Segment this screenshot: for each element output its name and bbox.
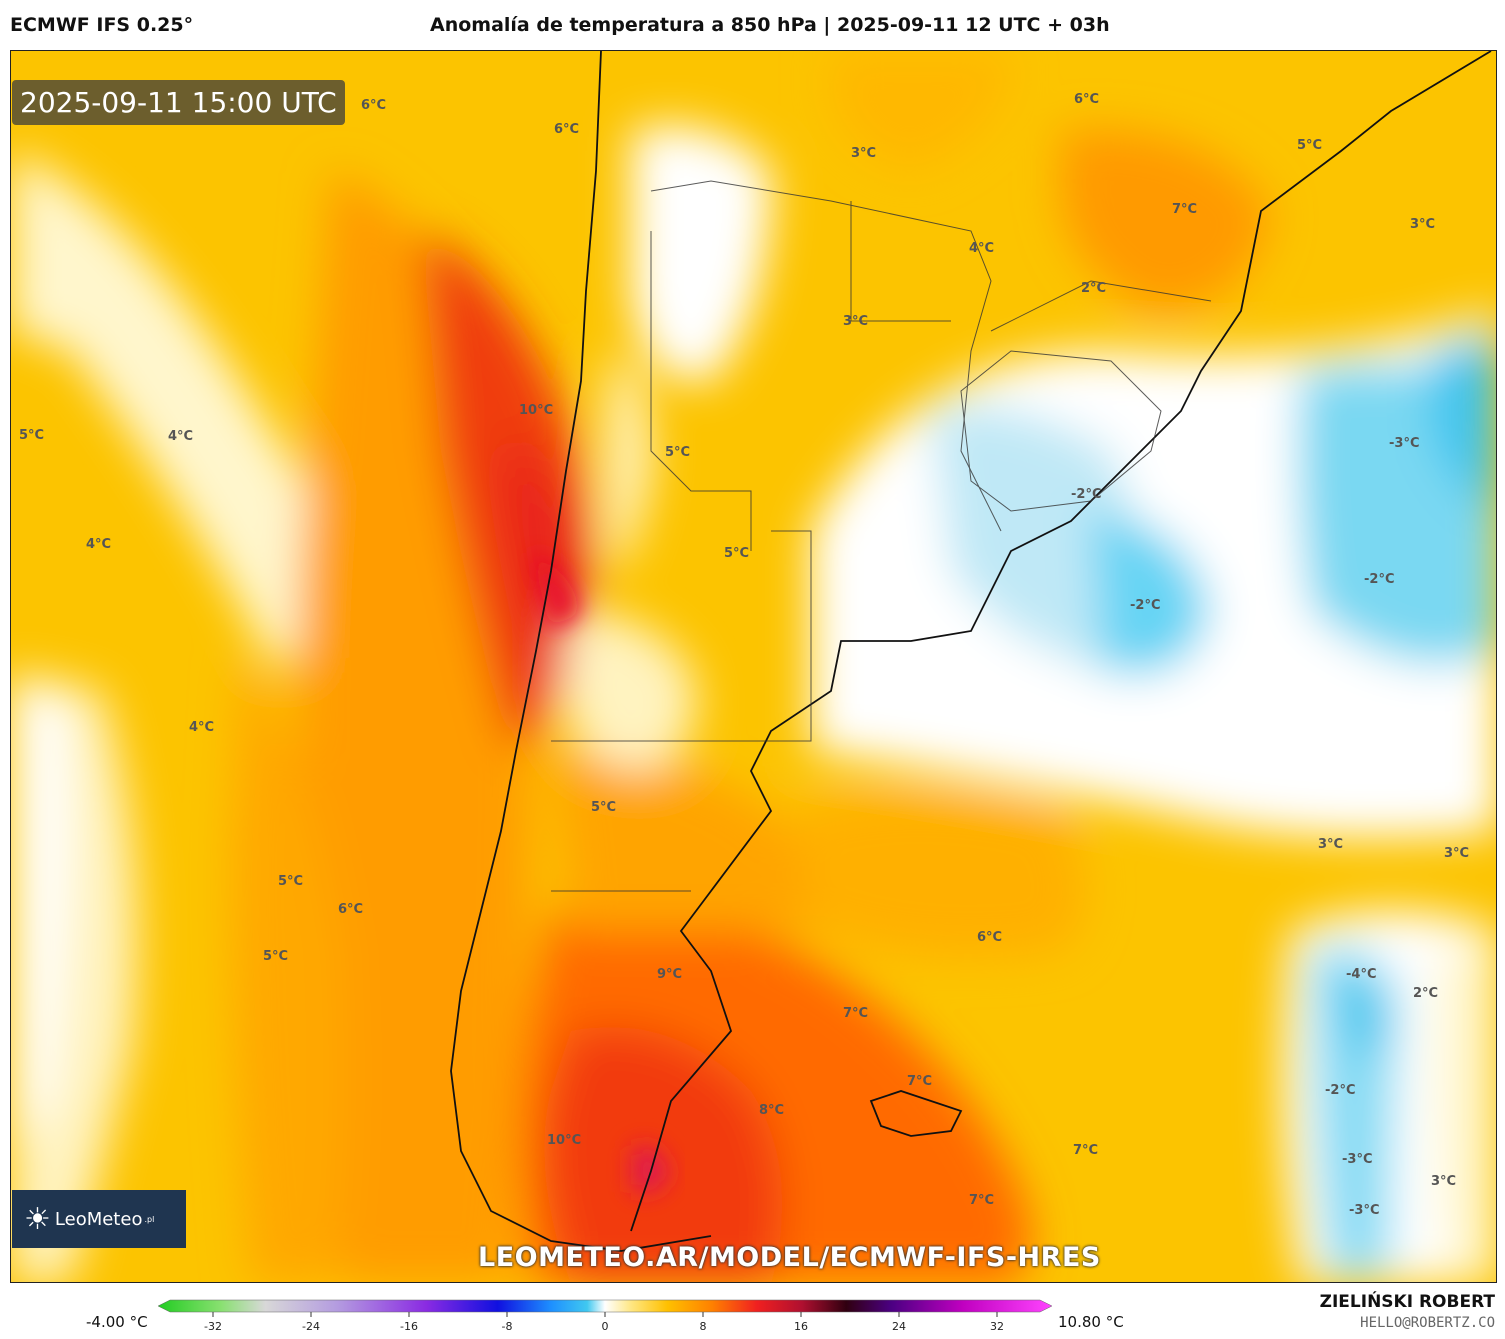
isotherm-label: 7°C — [1073, 1143, 1098, 1158]
colorbar-tick-label: -32 — [204, 1320, 222, 1333]
colorbar-tick-label: -8 — [502, 1320, 513, 1333]
isotherm-label: 2°C — [1413, 986, 1438, 1001]
anomaly-field-patch — [561, 611, 696, 771]
sun-icon: ☀ — [24, 1201, 51, 1237]
isotherm-label: 4°C — [86, 537, 111, 552]
isotherm-label: 3°C — [843, 314, 868, 329]
country-borders — [551, 180, 1212, 892]
isotherm-label: 3°C — [1444, 846, 1469, 861]
isotherm-label: -2°C — [1071, 487, 1101, 502]
anomaly-field-patch — [1341, 971, 1391, 1061]
isotherm-label: 6°C — [554, 122, 579, 137]
isotherm-label: 3°C — [1410, 217, 1435, 232]
anomaly-field-patch — [11, 681, 69, 1151]
coastline — [450, 51, 1492, 1252]
anomaly-field-patch — [551, 751, 816, 931]
anomaly-field-patch — [631, 126, 771, 382]
isotherm-label: 6°C — [361, 98, 386, 113]
colorbar-tick-label: 16 — [794, 1320, 808, 1333]
isotherm-label: 9°C — [657, 967, 682, 982]
model-name: ECMWF IFS 0.25° — [10, 14, 194, 36]
isotherm-label: 5°C — [278, 874, 303, 889]
anomaly-field-patch — [1061, 130, 1271, 311]
isotherm-label: 7°C — [969, 1193, 994, 1208]
anomaly-field-patch — [231, 651, 345, 1282]
valid-time-badge: 2025-09-11 15:00 UTC — [12, 80, 345, 125]
isotherm-label: 5°C — [591, 800, 616, 815]
isotherm-label: 5°C — [19, 428, 44, 443]
isotherm-label: -2°C — [1130, 598, 1160, 613]
isotherm-label: 5°C — [263, 949, 288, 964]
isotherm-label: 5°C — [1297, 138, 1322, 153]
author-email[interactable]: HELLO@ROBERTZ.CO — [1360, 1315, 1495, 1331]
isotherm-label: 7°C — [843, 1006, 868, 1021]
isotherm-label: 6°C — [977, 930, 1002, 945]
logo-text: LeoMeteo — [54, 1208, 143, 1230]
isotherm-label: 3°C — [851, 146, 876, 161]
isotherm-label: 6°C — [1074, 92, 1099, 107]
isotherm-label: 3°C — [1431, 1174, 1456, 1189]
temperature-anomaly-map[interactable]: 6°C 6°C 3°C 6°C 5°C 7°C 3°C 4°C 2°C 3°C … — [10, 50, 1497, 1283]
anomaly-field-patch — [831, 51, 1011, 171]
isotherm-label: 6°C — [338, 902, 363, 917]
colorbar-tick-label: -16 — [400, 1320, 418, 1333]
isotherm-label: -3°C — [1389, 436, 1419, 451]
colorbar-tick-label: 8 — [700, 1320, 707, 1333]
colorbar-max-label: 10.80 °C — [1058, 1313, 1124, 1331]
isotherm-label: 7°C — [1172, 202, 1197, 217]
isotherm-labels: 6°C 6°C 3°C 6°C 5°C 7°C 3°C 4°C 2°C 3°C … — [19, 92, 1469, 1218]
isotherm-label: 10°C — [519, 403, 553, 418]
isotherm-label: -3°C — [1342, 1152, 1372, 1167]
logo-suffix: .pl — [144, 1214, 155, 1224]
isotherm-label: 4°C — [969, 241, 994, 256]
colorbar-min-label: -4.00 °C — [86, 1313, 148, 1331]
author-credit: ZIELIŃSKI ROBERT — [1319, 1292, 1495, 1312]
isotherm-label: 8°C — [759, 1103, 784, 1118]
anomaly-field-patch — [1091, 511, 1211, 675]
url-watermark: LEOMETEO.AR/MODEL/ECMWF-IFS-HRES — [478, 1242, 1101, 1273]
colorbar-tick-label: -24 — [302, 1320, 320, 1333]
anomaly-field-patch — [606, 351, 651, 571]
isotherm-label: 10°C — [547, 1133, 581, 1148]
anomaly-field-patch — [931, 406, 1136, 671]
leometeo-logo[interactable]: ☀ LeoMeteo .pl — [12, 1190, 186, 1248]
anomaly-field-patch — [1437, 941, 1496, 1282]
anomaly-field-patch — [1431, 331, 1496, 511]
isotherm-label: 4°C — [168, 429, 193, 444]
isotherm-label: 5°C — [724, 546, 749, 561]
isotherm-label: -2°C — [1325, 1083, 1355, 1098]
isotherm-label: 2°C — [1081, 281, 1106, 296]
anomaly-field-patch — [531, 551, 581, 631]
colorbar: -32 -24 -16 -8 0 8 16 24 32 — [157, 1299, 1053, 1333]
colorbar-tick-label: 24 — [892, 1320, 906, 1333]
map-title: Anomalía de temperatura a 850 hPa | 2025… — [430, 14, 1110, 36]
colorbar-tick-label: 32 — [990, 1320, 1004, 1333]
isotherm-label: -2°C — [1364, 572, 1394, 587]
isotherm-label: 5°C — [665, 445, 690, 460]
anomaly-field-patch — [11, 151, 351, 661]
anomaly-field-patch — [791, 791, 1086, 958]
isotherm-label: 4°C — [189, 720, 214, 735]
isotherm-label: 7°C — [907, 1074, 932, 1089]
colorbar-tick-label: 0 — [602, 1320, 609, 1333]
anomaly-field-patch — [544, 1027, 783, 1282]
isotherm-label: 3°C — [1318, 837, 1343, 852]
isotherm-label: -3°C — [1349, 1203, 1379, 1218]
isotherm-label: -4°C — [1346, 967, 1376, 982]
